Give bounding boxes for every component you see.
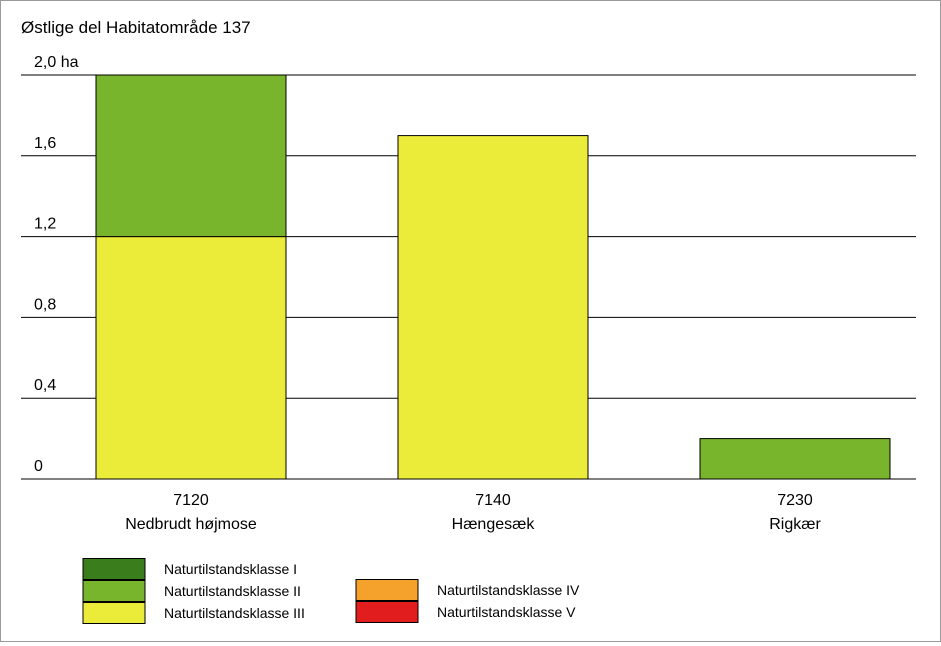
chart-title: Østlige del Habitatområde 137 [21, 18, 251, 37]
legend-swatch [355, 579, 419, 601]
legend-swatch [355, 601, 419, 623]
y-tick-label: 0,4 [34, 377, 56, 394]
category-name: Hængesæk [452, 516, 536, 533]
y-tick-label: 1,6 [34, 135, 56, 152]
y-tick-label: 0 [34, 458, 43, 475]
category-code: 7230 [777, 492, 813, 509]
bars [95, 74, 891, 480]
category-name: Rigkær [769, 516, 821, 533]
legend-label: Naturtilstandsklasse II [164, 583, 301, 599]
legend-label: Naturtilstandsklasse IV [437, 582, 580, 598]
category-name: Nedbrudt højmose [125, 516, 257, 533]
y-tick-label: 0,8 [34, 296, 56, 313]
legend-swatch [82, 558, 146, 580]
legend-swatch [82, 580, 146, 602]
y-axis-ticks: 0 0,4 0,8 1,2 1,6 2,0 ha [34, 54, 79, 475]
bar-segment [397, 135, 589, 480]
y-tick-label: 2,0 ha [34, 54, 79, 71]
legend-label: Naturtilstandsklasse I [164, 561, 297, 577]
legend: Naturtilstandsklasse I Naturtilstandsklas… [82, 558, 580, 624]
category-code: 7140 [475, 492, 511, 509]
legend-label: Naturtilstandsklasse V [437, 604, 576, 620]
y-tick-label: 1,2 [34, 216, 56, 233]
x-axis-categories: 7120 Nedbrudt højmose 7140 Hængesæk 7230 Rigk… [125, 492, 821, 533]
legend-label: Naturtilstandsklasse III [164, 605, 305, 621]
legend-swatch [82, 602, 146, 624]
bar-segment [95, 74, 287, 238]
bar-segment [95, 236, 287, 480]
bar-segment [699, 438, 891, 480]
category-code: 7120 [173, 492, 209, 509]
